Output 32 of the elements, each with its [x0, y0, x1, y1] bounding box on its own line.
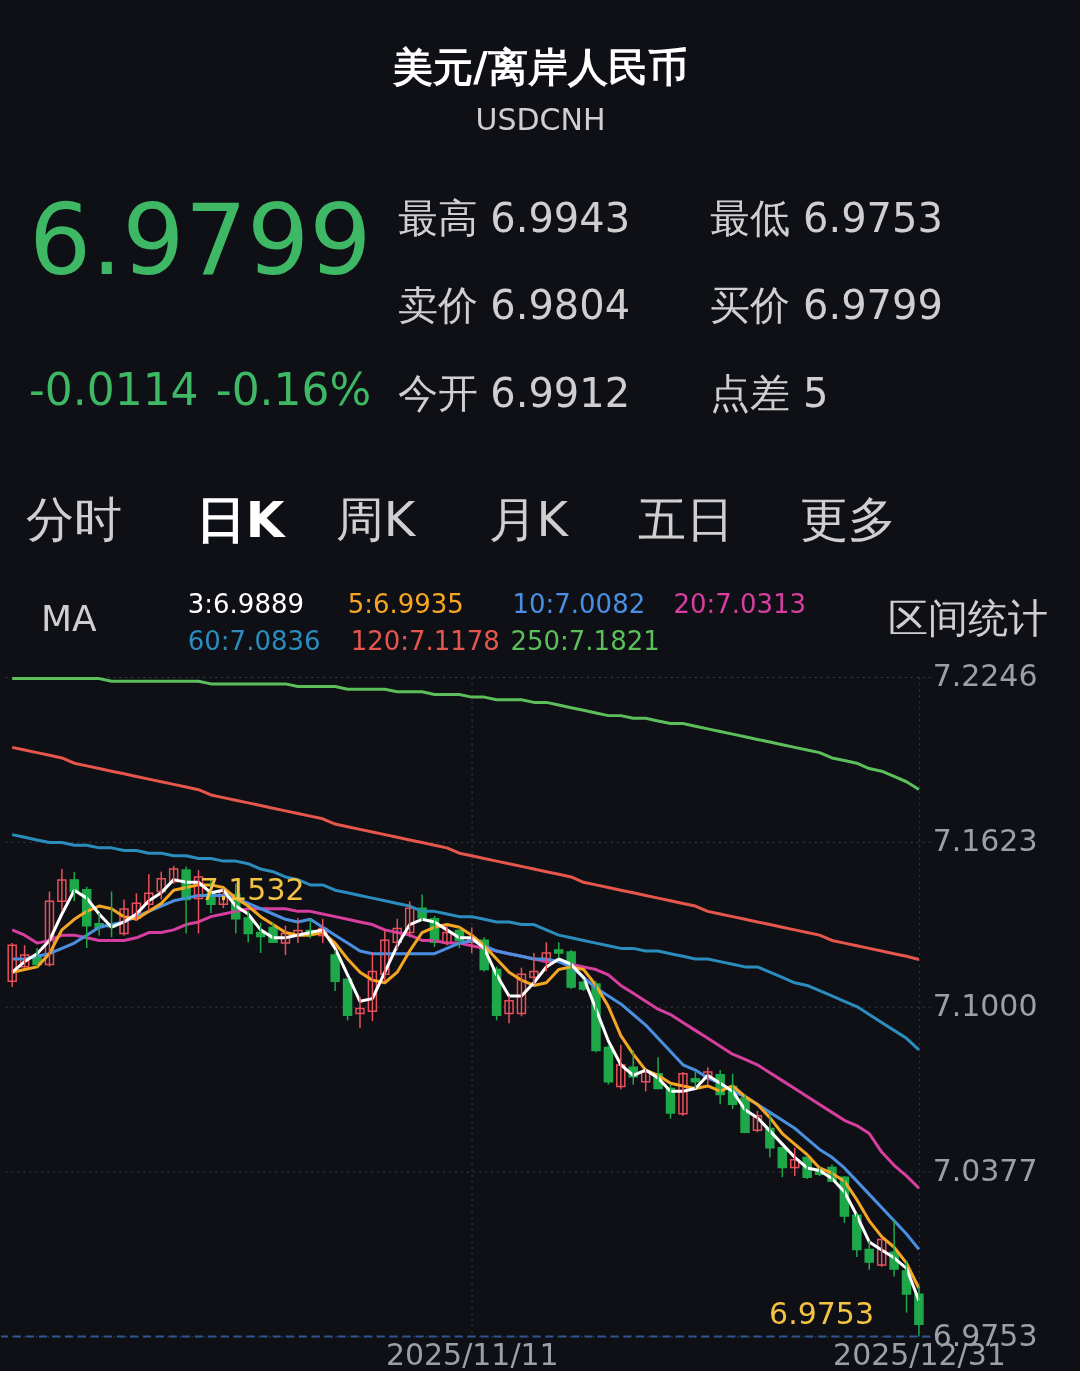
text: 3:6.9889: [187, 589, 304, 620]
text: 月K: [488, 491, 570, 548]
text: 最高 6.9943: [397, 195, 631, 242]
y-tick-label: 7.2246: [932, 658, 1038, 694]
text: 6.9799: [28, 183, 372, 298]
text: 60:7.0836: [187, 626, 321, 657]
text: 10:7.0082: [512, 589, 646, 620]
text: 点差 5: [710, 370, 829, 417]
y-tick-label: 7.1000: [932, 988, 1038, 1024]
y-tick-label: 7.0377: [932, 1152, 1038, 1188]
x-tick-label: 2025/11/11: [385, 1336, 559, 1372]
text: 区间统计: [888, 595, 1049, 642]
text: 买价 6.9799: [710, 282, 943, 329]
y-tick-label: 7.1623: [932, 823, 1038, 859]
text: 日K: [195, 491, 287, 550]
text: 更多: [800, 491, 897, 548]
text: MA: [40, 598, 97, 640]
text: -0.0114: [28, 364, 199, 416]
text: 20:7.0313: [673, 589, 807, 620]
annotation: 6.9753: [769, 1296, 874, 1332]
chart-title: 美元/离岸人民币: [392, 43, 688, 90]
text: 分时: [25, 491, 122, 548]
text: 5:6.9935: [347, 589, 464, 620]
text: 120:7.1178: [350, 626, 500, 657]
text: 五日: [638, 491, 735, 548]
text: 周K: [335, 491, 417, 548]
series-label: 250:7.1821: [510, 626, 660, 657]
text: 最低 6.9753: [710, 195, 943, 242]
text: 卖价 6.9804: [397, 282, 631, 329]
chart-subtitle: USDCNH: [475, 101, 606, 137]
text: -0.16%: [215, 364, 372, 416]
text: 今开 6.9912: [397, 370, 631, 417]
